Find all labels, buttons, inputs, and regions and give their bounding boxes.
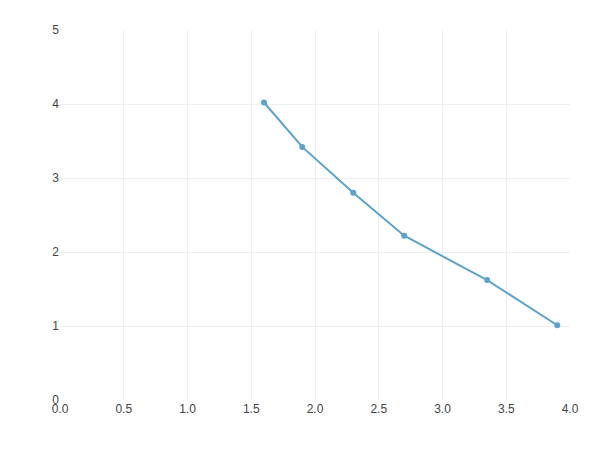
svg-text:0.5: 0.5	[115, 402, 132, 416]
svg-text:1.0: 1.0	[179, 402, 196, 416]
svg-text:4.0: 4.0	[562, 402, 579, 416]
svg-text:2.0: 2.0	[307, 402, 324, 416]
svg-text:3.5: 3.5	[498, 402, 515, 416]
svg-text:4: 4	[52, 97, 59, 111]
svg-text:1: 1	[52, 319, 59, 333]
svg-text:3.0: 3.0	[434, 402, 451, 416]
svg-text:2: 2	[52, 245, 59, 259]
svg-text:0.0: 0.0	[52, 402, 69, 416]
svg-text:5: 5	[52, 23, 59, 37]
svg-text:3: 3	[52, 171, 59, 185]
svg-text:0: 0	[52, 393, 59, 407]
svg-text:1.5: 1.5	[243, 402, 260, 416]
svg-text:2.5: 2.5	[370, 402, 387, 416]
